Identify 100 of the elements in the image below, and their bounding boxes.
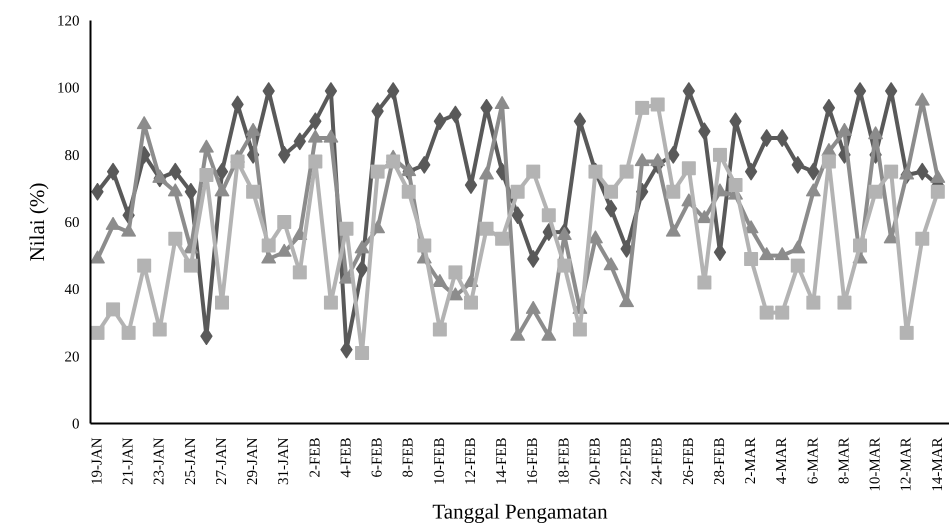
y-tick-label: 20 xyxy=(64,349,80,366)
point xyxy=(604,200,618,218)
x-tick-label: 20-FEB xyxy=(587,437,604,486)
point xyxy=(214,296,229,310)
point xyxy=(417,238,432,253)
point xyxy=(480,222,494,236)
point xyxy=(434,112,446,130)
point xyxy=(650,97,665,112)
point xyxy=(915,232,930,246)
point xyxy=(728,178,743,192)
point xyxy=(868,184,883,199)
point xyxy=(339,222,354,236)
x-tick-label: 18-FEB xyxy=(556,437,572,486)
point xyxy=(324,296,338,310)
point xyxy=(231,95,244,114)
point xyxy=(184,258,198,273)
point xyxy=(822,154,836,169)
point xyxy=(557,258,572,273)
point xyxy=(308,154,322,169)
point xyxy=(464,296,478,310)
x-tick-label: 10-FEB xyxy=(432,437,448,486)
point xyxy=(775,306,790,320)
point xyxy=(199,168,214,182)
x-axis-title: Tanggal Pengamatan xyxy=(432,500,608,524)
point xyxy=(930,184,945,199)
point xyxy=(402,184,416,199)
point xyxy=(90,326,105,340)
x-tick-label: 10-MAR xyxy=(868,438,884,492)
point xyxy=(510,184,525,199)
x-tick-label: 12-FEB xyxy=(462,437,479,486)
y-axis-title: Nilai (%) xyxy=(25,182,49,262)
x-tick-label: 8-MAR xyxy=(836,438,852,484)
x-tick-label: 28-FEB xyxy=(712,437,728,486)
point xyxy=(370,164,385,179)
x-tick-label: 6-MAR xyxy=(805,438,822,484)
x-tick-label: 2-MAR xyxy=(743,438,760,484)
point xyxy=(91,182,104,201)
point xyxy=(137,258,152,273)
point xyxy=(356,260,368,278)
point xyxy=(542,208,556,222)
point xyxy=(386,154,400,169)
point xyxy=(854,82,866,100)
point xyxy=(309,112,322,130)
x-tick-label: 6-FEB xyxy=(370,437,386,478)
x-tick-label: 16-FEB xyxy=(525,437,542,486)
x-tick-label: 25-JAN xyxy=(182,437,199,485)
y-tick-label: 100 xyxy=(57,80,80,97)
point xyxy=(246,184,260,199)
point xyxy=(526,164,540,179)
x-tick-label: 31-JAN xyxy=(276,437,292,485)
point xyxy=(900,326,914,340)
y-tick-label: 0 xyxy=(72,416,80,432)
point xyxy=(371,102,384,120)
point xyxy=(853,238,868,253)
point xyxy=(620,240,633,258)
point xyxy=(790,258,805,273)
point xyxy=(432,322,447,336)
y-tick-label: 40 xyxy=(64,282,80,298)
point xyxy=(168,232,182,246)
x-tick-label: 19-JAN xyxy=(90,437,106,485)
point xyxy=(106,162,120,181)
point xyxy=(262,238,276,253)
point xyxy=(620,164,634,179)
x-tick-label: 8-FEB xyxy=(400,437,417,478)
y-tick-label: 80 xyxy=(64,148,80,164)
y-tick-label: 120 xyxy=(57,14,80,30)
point xyxy=(884,164,898,179)
x-tick-label: 4-FEB xyxy=(338,437,354,478)
point xyxy=(449,106,462,124)
x-tick-label: 21-JAN xyxy=(120,437,137,485)
point xyxy=(448,265,462,280)
x-tick-label: 23-JAN xyxy=(152,437,168,485)
point xyxy=(712,148,727,162)
point xyxy=(277,215,292,229)
point xyxy=(760,306,774,320)
x-tick-label: 14-MAR xyxy=(930,438,946,492)
x-tick-label: 2-FEB xyxy=(307,437,324,478)
point xyxy=(682,82,696,100)
point xyxy=(216,162,228,181)
point xyxy=(760,129,773,148)
point xyxy=(122,326,136,340)
point xyxy=(495,232,510,246)
x-tick-label: 14-FEB xyxy=(494,437,510,486)
point xyxy=(666,184,680,199)
x-tick-label: 24-FEB xyxy=(650,437,666,486)
x-tick-label: 22-FEB xyxy=(618,437,635,486)
x-tick-label: 4-MAR xyxy=(774,438,790,484)
point xyxy=(837,296,852,310)
x-tick-label: 29-JAN xyxy=(245,437,262,485)
point xyxy=(744,252,758,266)
point xyxy=(744,162,758,181)
x-tick-label: 27-JAN xyxy=(214,437,230,485)
point xyxy=(807,162,820,181)
point xyxy=(106,302,120,316)
point xyxy=(355,346,370,360)
point xyxy=(572,322,587,336)
point xyxy=(635,100,650,115)
point xyxy=(806,296,820,310)
point xyxy=(184,182,198,201)
point xyxy=(698,122,711,140)
